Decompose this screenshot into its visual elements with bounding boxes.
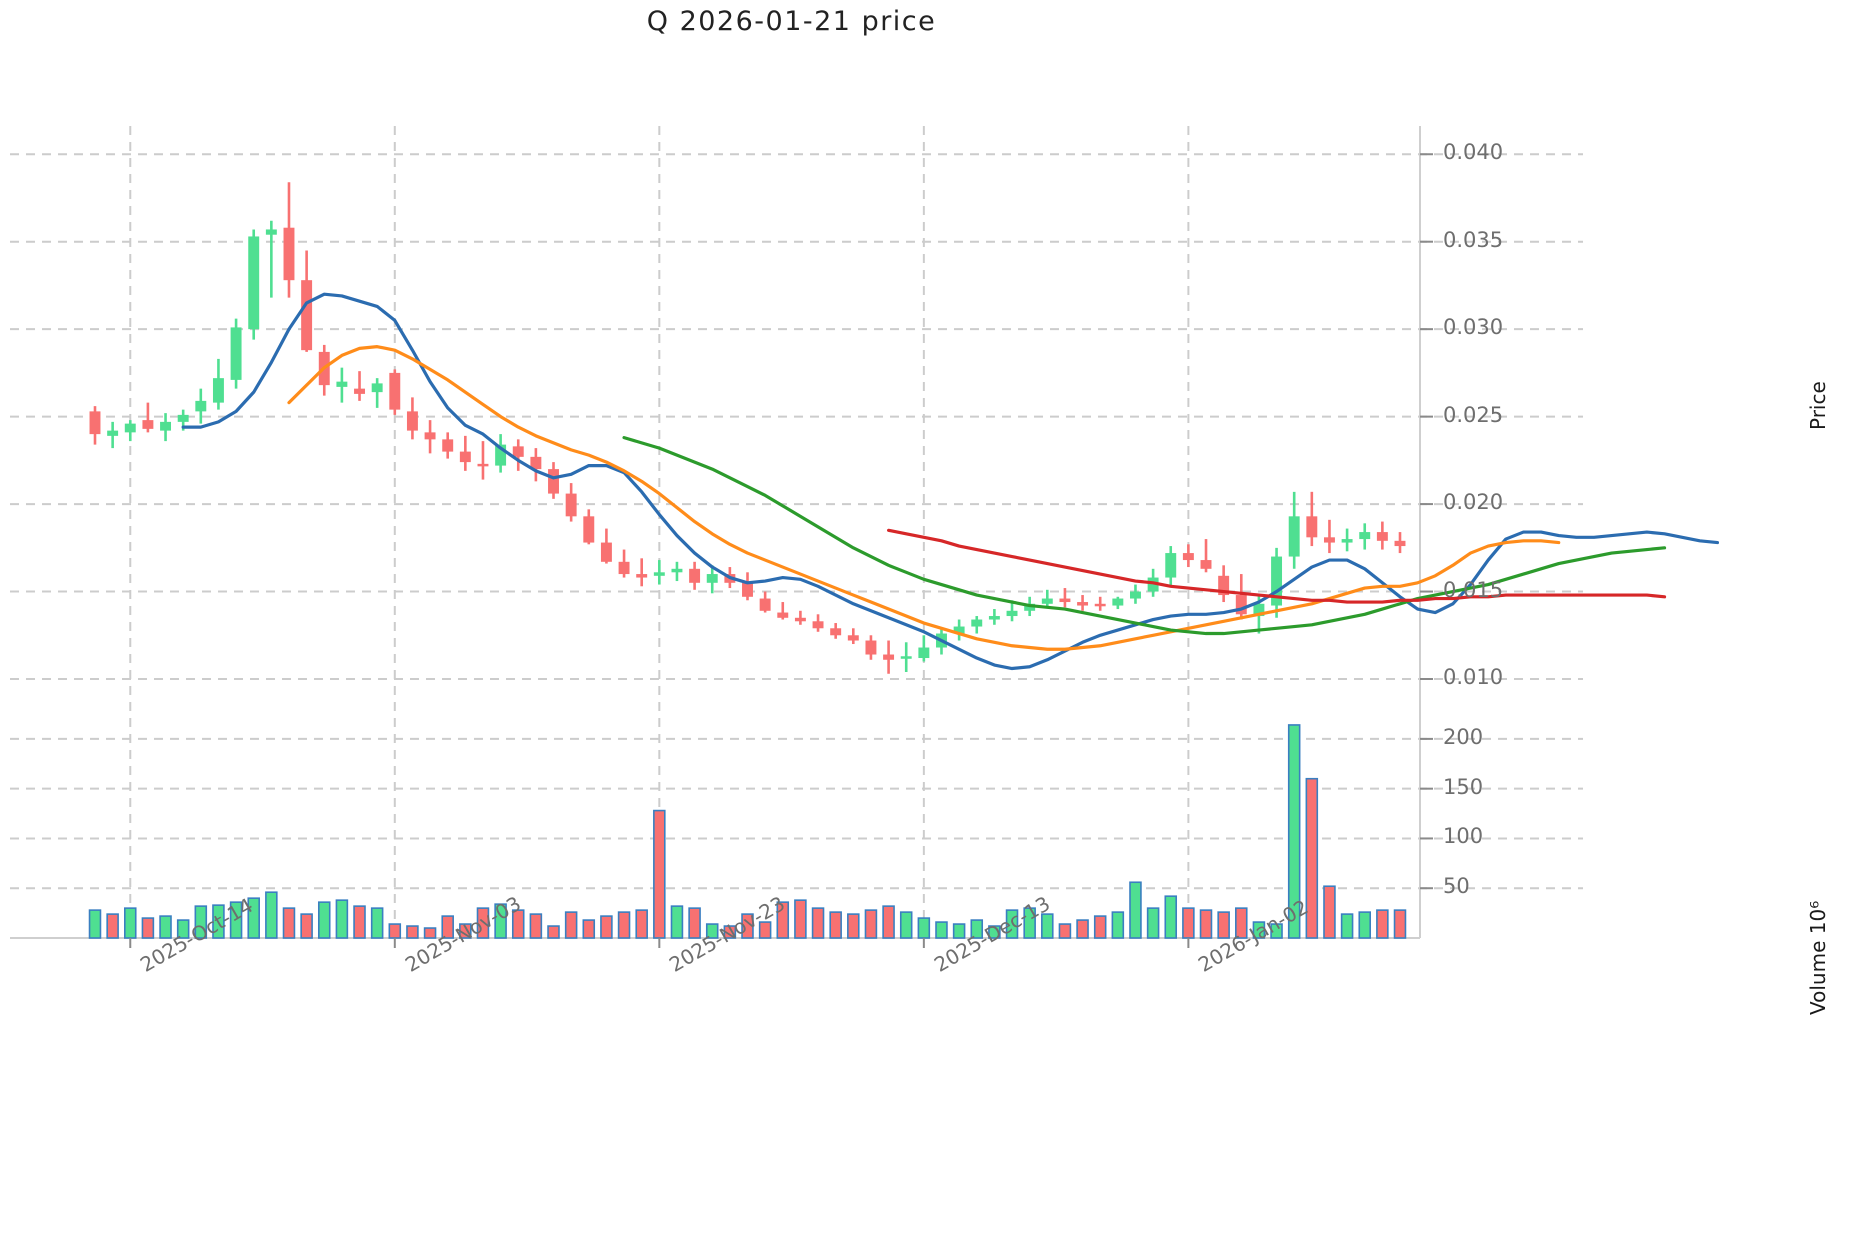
price-tick-label: 0.030 <box>1443 315 1504 340</box>
volume-tick-label: 100 <box>1443 824 1484 849</box>
volume-tick-label: 200 <box>1443 724 1484 749</box>
page-title: Q 2026-01-21 price <box>646 6 937 37</box>
candlesticks <box>89 182 1406 674</box>
moving-average-lines <box>181 292 1720 671</box>
volume-axis-title: Volume 10⁶ <box>1806 900 1830 1015</box>
grid-lines <box>10 126 1583 939</box>
tick-marks <box>129 153 1433 948</box>
price-tick-label: 0.025 <box>1443 402 1504 427</box>
price-axis-title: Price <box>1806 381 1830 430</box>
volume-tick-label: 50 <box>1443 874 1470 899</box>
volume-tick-label: 150 <box>1443 774 1484 799</box>
price-tick-label: 0.010 <box>1443 665 1504 689</box>
price-tick-label: 0.020 <box>1443 490 1504 515</box>
price-tick-label: 0.035 <box>1443 227 1504 252</box>
volume-bars <box>88 724 1407 939</box>
price-tick-label: 0.040 <box>1443 140 1504 165</box>
price-tick-label: 0.015 <box>1443 577 1504 602</box>
